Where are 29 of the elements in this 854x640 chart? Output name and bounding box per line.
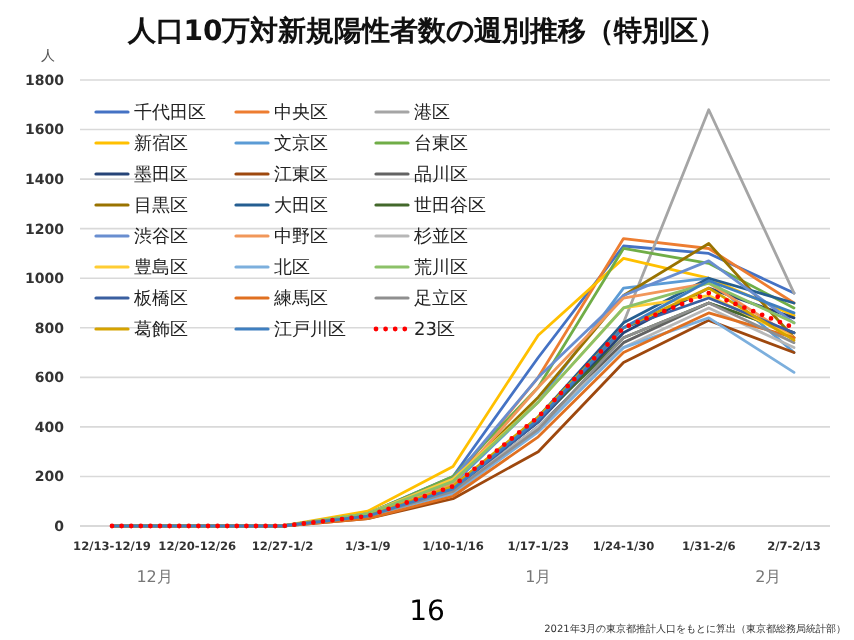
legend-label: 品川区 [414, 164, 468, 187]
legend-label: 豊島区 [134, 257, 188, 280]
legend-label: 墨田区 [134, 164, 188, 187]
text: 1月 [525, 568, 552, 586]
legend-label: 千代田区 [134, 102, 206, 125]
legend-label: 杉並区 [412, 226, 468, 249]
legend-label: 大田区 [274, 195, 328, 218]
legend-label: 世田谷区 [414, 195, 486, 218]
legend-label: 目黒区 [134, 195, 188, 218]
legend-label: 江東区 [274, 164, 328, 187]
legend-label: 中央区 [274, 102, 328, 125]
legend-label: 荒川区 [414, 257, 468, 280]
legend-label: 台東区 [414, 133, 468, 156]
legend-label: 板橋区 [132, 288, 188, 311]
legend-label: 葛飾区 [134, 319, 188, 342]
legend-label: 渋谷区 [134, 226, 188, 249]
legend-label: 足立区 [414, 288, 468, 311]
legend-label: 北区 [274, 257, 310, 280]
legend-label: 練馬区 [272, 288, 328, 311]
legend-label: 江戸川区 [274, 319, 346, 342]
legend-label: 中野区 [274, 226, 328, 249]
chart-title: 人口10万対新規陽性者数の週別推移（特別区） [125, 14, 727, 48]
legend-label: 文京区 [274, 133, 328, 156]
text: 16 [409, 596, 445, 628]
legend-label: 23区 [414, 319, 455, 342]
legend-label: 港区 [414, 102, 450, 125]
legend-label: 新宿区 [134, 133, 188, 156]
text: 12月 [136, 568, 173, 586]
text: 2月 [755, 568, 782, 586]
